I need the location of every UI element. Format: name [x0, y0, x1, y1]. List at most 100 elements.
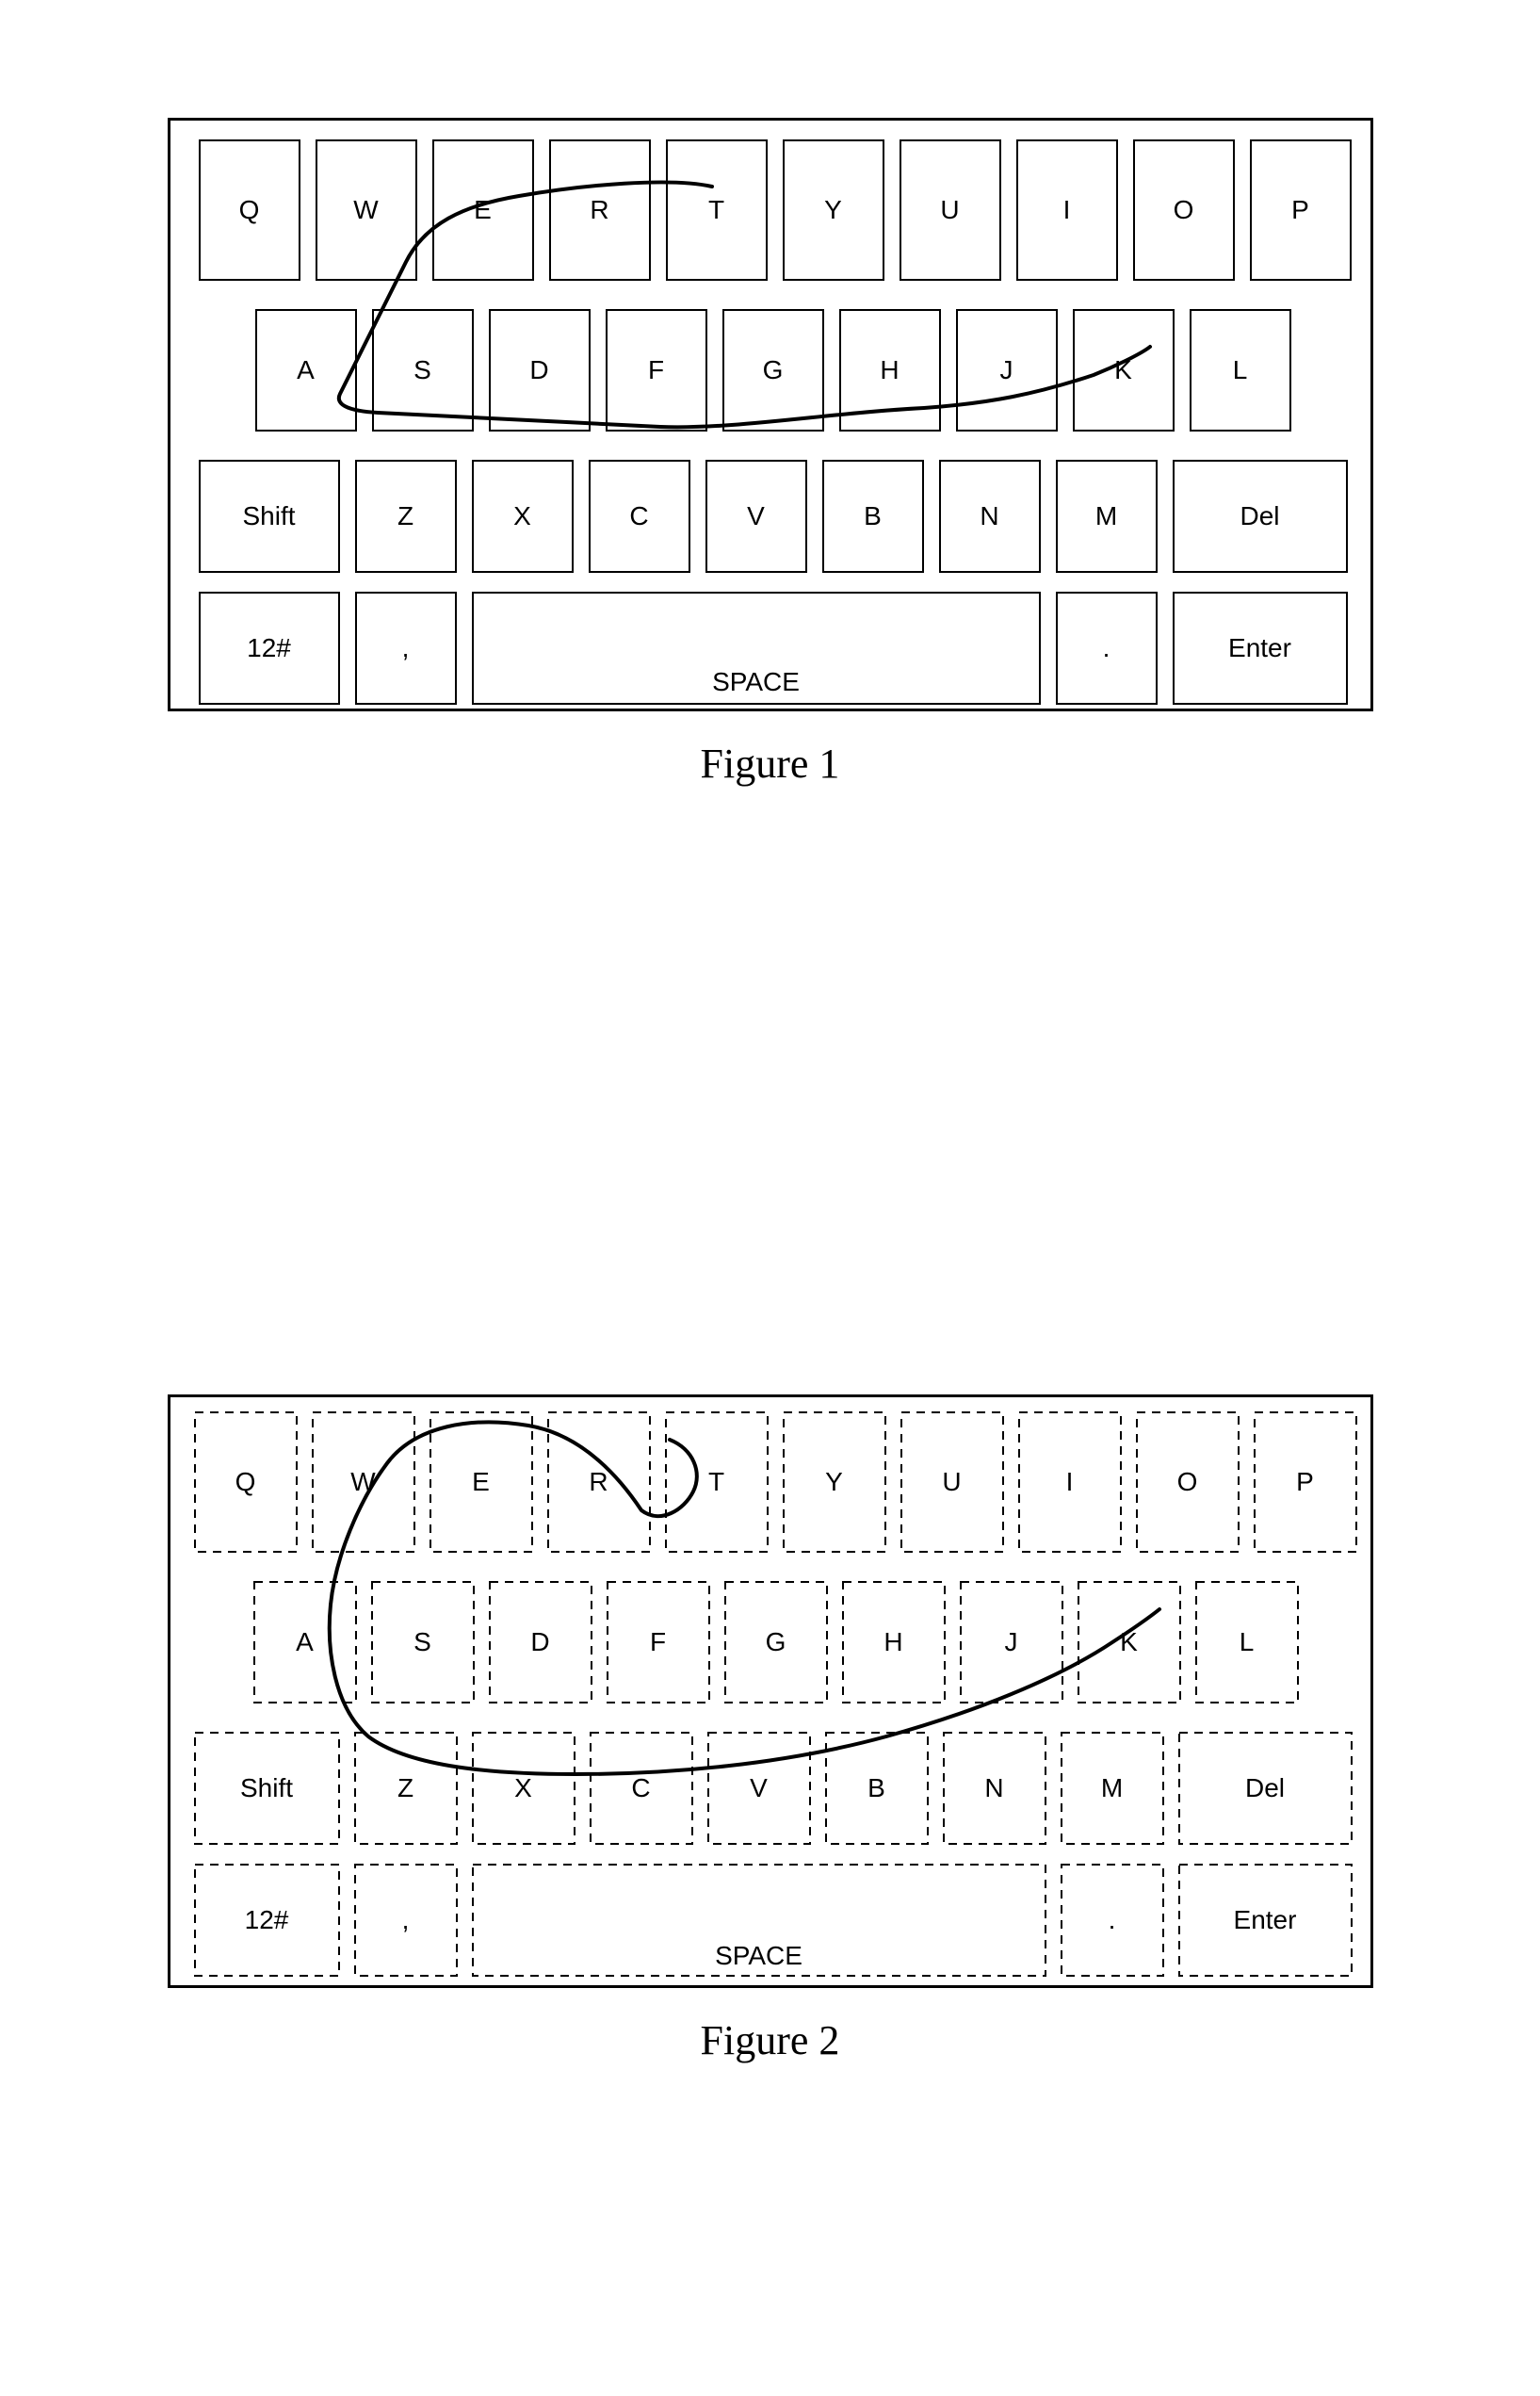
key-label: S — [413, 1627, 431, 1657]
key-j[interactable]: J — [956, 309, 1058, 432]
key--[interactable]: , — [354, 1864, 458, 1977]
key-label: P — [1291, 195, 1309, 225]
fig2-keyboard[interactable]: Q WE R T Y U I O P A S DFGHJK L ShiftZ X C V B N M Del 12#, SP… — [168, 1394, 1373, 1988]
key-k[interactable]: K — [1073, 309, 1175, 432]
key-o[interactable]: O — [1136, 1411, 1240, 1553]
key-w[interactable]: W — [316, 139, 417, 281]
key-h[interactable]: H — [839, 309, 941, 432]
key--[interactable]: . — [1056, 592, 1158, 705]
key-label: O — [1177, 1467, 1198, 1497]
key-label: , — [402, 1905, 410, 1935]
key-shift[interactable]: Shift — [194, 1732, 340, 1845]
key-q[interactable]: Q — [199, 139, 300, 281]
key-m[interactable]: M — [1056, 460, 1158, 573]
key-r[interactable]: R — [549, 139, 651, 281]
fig1-caption: Figure 1 — [168, 740, 1373, 788]
key-label: L — [1240, 1627, 1255, 1657]
key-label: E — [474, 195, 492, 225]
key-j[interactable]: J — [960, 1581, 1063, 1703]
key-t[interactable]: T — [666, 139, 768, 281]
key-g[interactable]: G — [724, 1581, 828, 1703]
key-label: . — [1109, 1905, 1116, 1935]
key-t[interactable]: T — [665, 1411, 769, 1553]
key-label: V — [747, 501, 765, 531]
key-x[interactable]: X — [472, 1732, 575, 1845]
fig2-caption: Figure 2 — [168, 2016, 1373, 2064]
key-del[interactable]: Del — [1178, 1732, 1353, 1845]
key-x[interactable]: X — [472, 460, 574, 573]
key-y[interactable]: Y — [783, 139, 884, 281]
key-label: U — [942, 1467, 961, 1497]
key-label: Del — [1240, 501, 1279, 531]
key-e[interactable]: E — [430, 1411, 533, 1553]
key-12-[interactable]: 12# — [199, 592, 340, 705]
key-g[interactable]: G — [722, 309, 824, 432]
key-label: 12# — [245, 1905, 289, 1935]
key-d[interactable]: D — [489, 1581, 592, 1703]
key-b[interactable]: B — [822, 460, 924, 573]
fig2-block: Q WE R T Y U I O P A S DFGHJK L ShiftZ X C V B N M Del 12#, SP… — [168, 1394, 1373, 2064]
key-label: Z — [397, 501, 413, 531]
key-label: T — [708, 195, 724, 225]
key-i[interactable]: I — [1018, 1411, 1122, 1553]
key-p[interactable]: P — [1254, 1411, 1357, 1553]
key-s[interactable]: S — [372, 309, 474, 432]
key-label: B — [867, 1773, 885, 1803]
fig1-keyboard[interactable]: QW E R T YU I O P A SDF G HJ K L Shift Z XC V B NM Del 12#, SP… — [168, 118, 1373, 711]
key-space[interactable]: SPACE — [472, 592, 1041, 705]
key-n[interactable]: N — [943, 1732, 1046, 1845]
key-label: K — [1114, 355, 1132, 385]
key-u[interactable]: U — [900, 139, 1001, 281]
key-label: Del — [1245, 1773, 1285, 1803]
key-o[interactable]: O — [1133, 139, 1235, 281]
key-q[interactable]: Q — [194, 1411, 298, 1553]
key-e[interactable]: E — [432, 139, 534, 281]
key-space[interactable]: SPACE — [472, 1864, 1046, 1977]
key-enter[interactable]: Enter — [1173, 592, 1348, 705]
key-l[interactable]: L — [1190, 309, 1291, 432]
key-label: X — [514, 1773, 532, 1803]
key-n[interactable]: N — [939, 460, 1041, 573]
key-c[interactable]: C — [589, 460, 690, 573]
key-label: B — [864, 501, 882, 531]
key-c[interactable]: C — [590, 1732, 693, 1845]
key-shift[interactable]: Shift — [199, 460, 340, 573]
key-y[interactable]: Y — [783, 1411, 886, 1553]
key-z[interactable]: Z — [354, 1732, 458, 1845]
key-del[interactable]: Del — [1173, 460, 1348, 573]
key-label: , — [402, 633, 410, 663]
key-v[interactable]: V — [707, 1732, 811, 1845]
key-label: C — [631, 1773, 650, 1803]
key-v[interactable]: V — [705, 460, 807, 573]
key-d[interactable]: D — [489, 309, 591, 432]
key-label: N — [984, 1773, 1003, 1803]
key-m[interactable]: M — [1061, 1732, 1164, 1845]
key-l[interactable]: L — [1195, 1581, 1299, 1703]
key-a[interactable]: A — [255, 309, 357, 432]
key-f[interactable]: F — [606, 309, 707, 432]
key-p[interactable]: P — [1250, 139, 1352, 281]
key-f[interactable]: F — [607, 1581, 710, 1703]
key-i[interactable]: I — [1016, 139, 1118, 281]
key-enter[interactable]: Enter — [1178, 1864, 1353, 1977]
key-w[interactable]: W — [312, 1411, 415, 1553]
key-label: A — [297, 355, 315, 385]
key-label: I — [1063, 195, 1071, 225]
key-label: G — [763, 355, 784, 385]
key-label: SPACE — [712, 667, 800, 697]
key-12-[interactable]: 12# — [194, 1864, 340, 1977]
key-a[interactable]: A — [253, 1581, 357, 1703]
key-label: Q — [235, 1467, 256, 1497]
key-b[interactable]: B — [825, 1732, 929, 1845]
key--[interactable]: , — [355, 592, 457, 705]
key--[interactable]: . — [1061, 1864, 1164, 1977]
key-s[interactable]: S — [371, 1581, 475, 1703]
key-z[interactable]: Z — [355, 460, 457, 573]
key-u[interactable]: U — [900, 1411, 1004, 1553]
fig1-block: QW E R T YU I O P A SDF G HJ K L Shift Z XC V B NM Del 12#, SP… — [168, 118, 1373, 788]
key-label: T — [708, 1467, 724, 1497]
key-r[interactable]: R — [547, 1411, 651, 1553]
key-k[interactable]: K — [1078, 1581, 1181, 1703]
key-h[interactable]: H — [842, 1581, 946, 1703]
key-label: R — [589, 1467, 608, 1497]
